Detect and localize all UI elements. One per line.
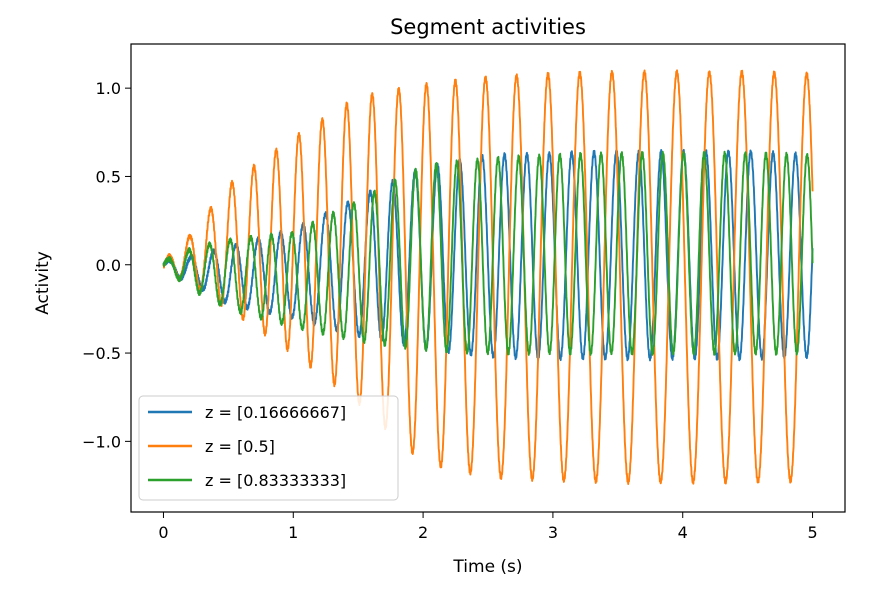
x-tick-label: 0 xyxy=(158,523,168,542)
x-tick-label: 3 xyxy=(548,523,558,542)
legend-label-series-2: z = [0.83333333] xyxy=(205,471,346,490)
y-axis-label: Activity xyxy=(33,251,53,315)
x-tick-label: 1 xyxy=(288,523,298,542)
y-tick-label: 0.0 xyxy=(96,256,121,275)
y-axis: −1.0 −0.5 0.0 0.5 1.0 xyxy=(82,79,131,451)
series-line-1 xyxy=(162,69,814,486)
x-axis: 0 1 2 3 4 5 xyxy=(158,512,818,542)
y-tick-label: 1.0 xyxy=(96,79,121,98)
legend: z = [0.16666667] z = [0.5] z = [0.833333… xyxy=(138,395,399,501)
chart-title: Segment activities xyxy=(390,15,586,39)
series-line-2 xyxy=(162,150,814,356)
plot-frame xyxy=(130,43,846,513)
x-tick-label: 4 xyxy=(678,523,688,542)
y-tick-label: −0.5 xyxy=(82,344,121,363)
legend-box xyxy=(138,395,399,501)
y-tick-label: −1.0 xyxy=(82,432,121,451)
x-tick-label: 5 xyxy=(807,523,817,542)
x-axis-label: Time (s) xyxy=(452,557,522,577)
y-tick-label: 0.5 xyxy=(96,167,121,186)
legend-label-series-1: z = [0.5] xyxy=(205,437,275,456)
x-tick-label: 2 xyxy=(418,523,428,542)
legend-label-series-0: z = [0.16666667] xyxy=(205,403,346,422)
series-layer xyxy=(162,69,814,486)
